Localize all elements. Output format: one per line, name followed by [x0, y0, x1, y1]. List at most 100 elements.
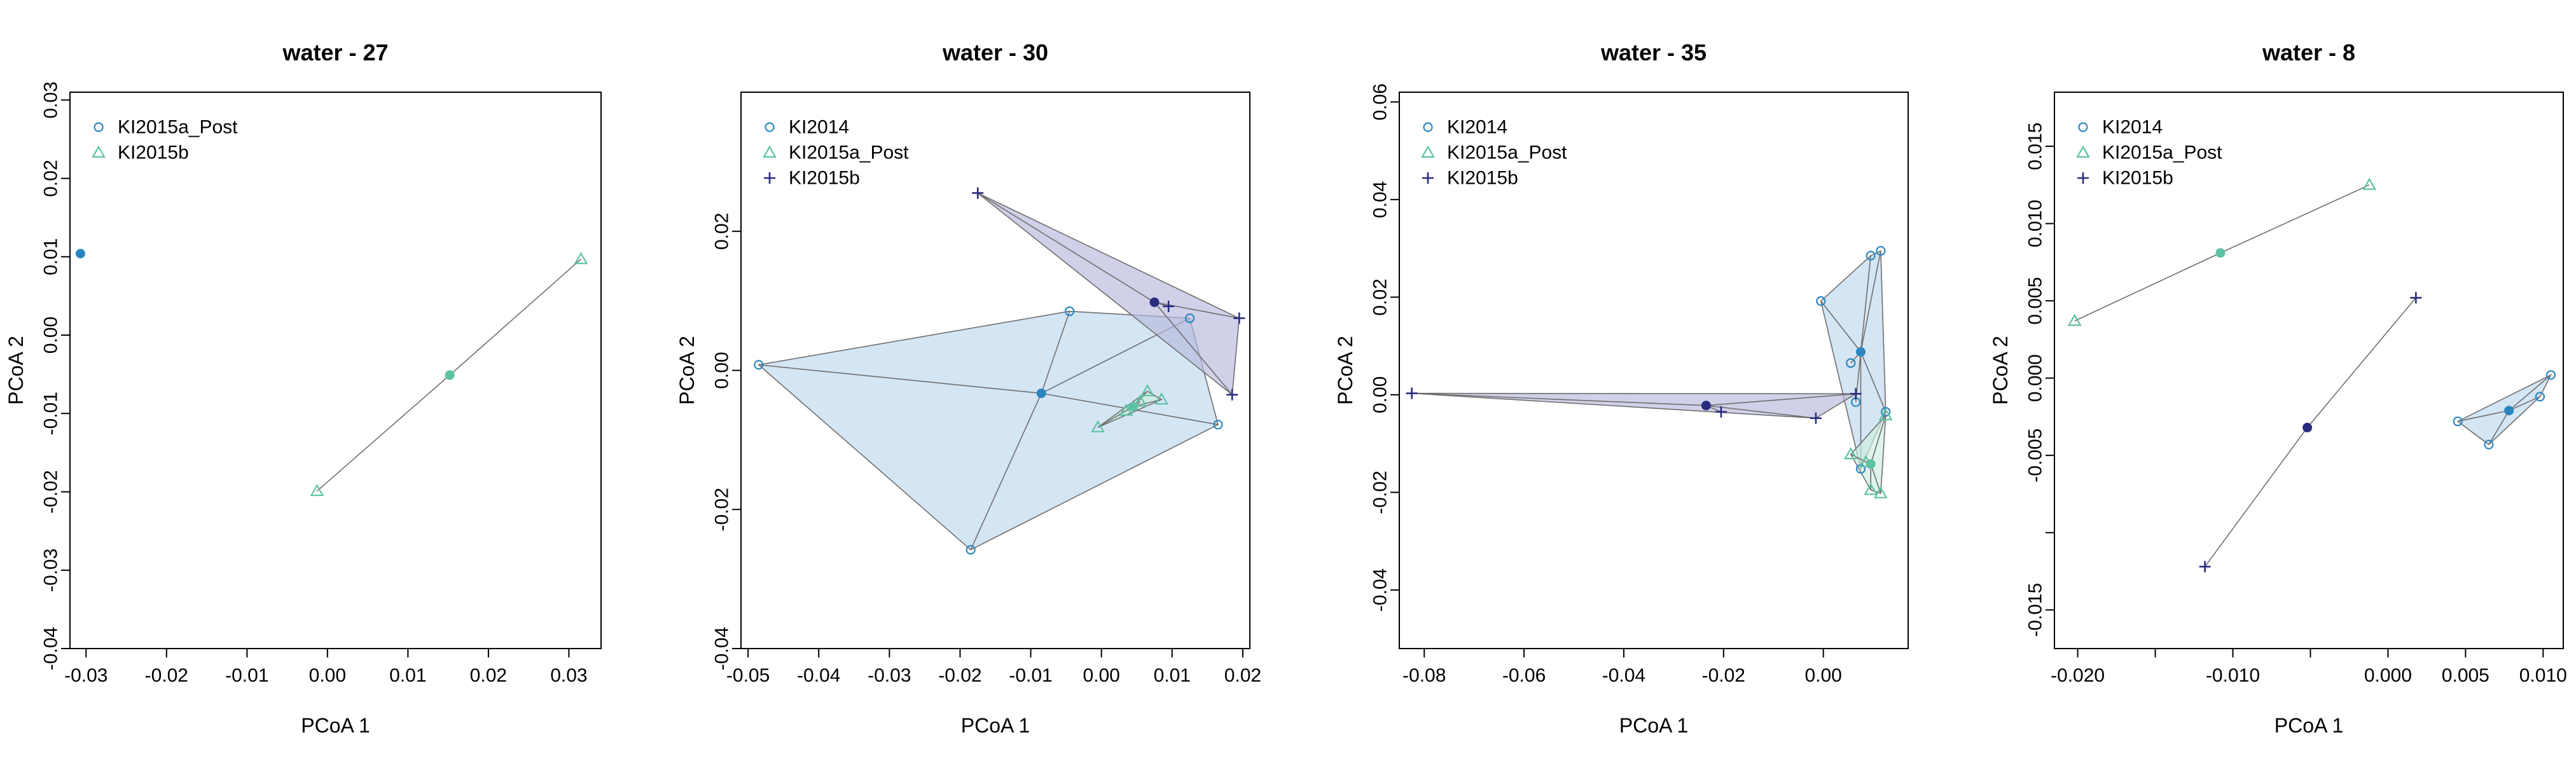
- data-point-KI2014: [2453, 416, 2463, 427]
- spoke-KI2015a_Post: [2074, 252, 2221, 322]
- y-axis-label: PCoA 2: [675, 336, 698, 405]
- legend: KI2015a_Post KI2015b: [92, 117, 238, 163]
- x-tick-label: -0.020: [2051, 665, 2105, 686]
- legend-label: KI2014: [1447, 117, 1507, 138]
- data-point-KI2015b: [574, 252, 588, 265]
- legend-label: KI2014: [2102, 117, 2163, 138]
- y-tick-label: -0.02: [41, 470, 62, 513]
- spoke-KI2015a_Post: [2220, 184, 2370, 254]
- y-tick-label: 0.06: [1370, 83, 1391, 120]
- data-point-KI2015b: [1163, 300, 1175, 312]
- x-tick-label: 0.00: [1083, 665, 1119, 686]
- legend-marker-KI2014: [1423, 122, 1433, 132]
- spoke-KI2014: [2488, 410, 2510, 445]
- y-tick-label: 0.01: [41, 238, 62, 275]
- hull-KI2014: [757, 310, 1219, 551]
- y-tick-label: 0.010: [2025, 200, 2046, 247]
- data-point-KI2015b: [1406, 387, 1418, 399]
- chart-title: water - 35: [1600, 39, 1707, 65]
- spoke-KI2015b: [977, 192, 1155, 303]
- y-tick-label: 0.005: [2025, 277, 2046, 325]
- chart-title: water - 27: [282, 39, 388, 65]
- centroid-KI2014: [1855, 347, 1866, 357]
- x-tick-label: -0.02: [145, 665, 188, 686]
- x-tick-label: 0.010: [2519, 665, 2567, 686]
- y-tick-label: -0.02: [1370, 471, 1391, 514]
- legend-marker-KI2015a_Post: [93, 122, 104, 132]
- x-axis-label: PCoA 1: [2275, 714, 2344, 737]
- legend-label: KI2015a_Post: [789, 142, 909, 163]
- x-tick-label: -0.03: [868, 665, 911, 686]
- centroid-KI2015a_Post: [2215, 248, 2226, 258]
- spoke-KI2015b: [1154, 301, 1233, 395]
- spoke-KI2014: [2457, 409, 2509, 422]
- y-tick-label: 0.03: [41, 81, 62, 118]
- centroid-KI2015b: [1701, 401, 1711, 411]
- hull-KI2015b: [977, 192, 1240, 396]
- x-tick-label: 0.03: [550, 665, 587, 686]
- y-tick-label: -0.01: [41, 392, 62, 435]
- y-tick-label: -0.04: [712, 627, 733, 670]
- data-point-KI2015b: [2199, 561, 2211, 573]
- legend-label: KI2014: [789, 117, 849, 138]
- legend-marker-KI2015b: [1422, 172, 1434, 184]
- centroid-KI2015b: [445, 370, 455, 380]
- data-point-KI2015a_Post: [2067, 313, 2082, 326]
- data-point-KI2015a_Post: [1154, 392, 1169, 405]
- data-point-KI2014: [2545, 370, 2556, 380]
- centroid-KI2015a_Post: [1128, 401, 1139, 411]
- x-axis-label: PCoA 1: [1619, 714, 1689, 737]
- centroid-KI2015a_Post: [1866, 459, 1876, 469]
- y-tick-label: -0.015: [2025, 583, 2046, 637]
- data-point-KI2014: [1816, 296, 1826, 306]
- legend-label: KI2015a_Post: [1447, 142, 1567, 163]
- plot-frame: [2054, 92, 2564, 649]
- x-tick-label: 0.00: [309, 665, 346, 686]
- data-point-KI2014: [1881, 407, 1891, 417]
- legend-marker-KI2014: [765, 122, 775, 132]
- spoke-KI2014: [2509, 396, 2540, 411]
- x-tick-label: -0.010: [2206, 665, 2260, 686]
- y-tick-label: 0.015: [2025, 123, 2046, 170]
- plot-frame: [69, 92, 602, 649]
- spoke-KI2014: [758, 364, 1042, 394]
- legend-label: KI2015b: [118, 142, 189, 163]
- x-tick-label: 0.02: [1224, 665, 1261, 686]
- data-point-KI2015a_Post: [1878, 408, 1893, 420]
- x-tick-label: -0.04: [797, 665, 840, 686]
- x-tick-label: -0.01: [1009, 665, 1052, 686]
- data-point-KI2014: [1866, 251, 1876, 261]
- y-tick-label: 0.04: [1370, 181, 1391, 218]
- y-tick-label: -0.02: [712, 488, 733, 531]
- x-axis-label: PCoA 1: [961, 714, 1030, 737]
- x-tick-label: 0.005: [2442, 665, 2489, 686]
- data-point-KI2015b: [1810, 412, 1822, 424]
- spoke-KI2014: [1860, 352, 1887, 413]
- data-point-KI2015b: [1226, 388, 1238, 401]
- x-tick-label: -0.02: [938, 665, 981, 686]
- data-point-KI2015a_Post: [1864, 483, 1878, 495]
- spoke-KI2015b: [1411, 392, 1707, 406]
- data-point-KI2015a_Post: [1133, 394, 1147, 407]
- spoke-KI2015b: [316, 375, 450, 491]
- data-point-KI2015a_Post: [1843, 447, 1858, 460]
- data-point-KI2015b: [310, 484, 324, 497]
- data-point-KI2015b: [972, 187, 984, 199]
- centroid-KI2014: [2504, 406, 2514, 416]
- data-point-KI2015a_Post: [2362, 177, 2377, 190]
- data-point-KI2014: [2535, 392, 2545, 402]
- spoke-KI2015a_Post: [1870, 464, 1881, 494]
- y-tick-label: 0.02: [712, 213, 733, 250]
- legend-marker-KI2015a_Post: [763, 145, 777, 158]
- x-tick-label: 0.000: [2364, 665, 2412, 686]
- y-tick-label: -0.04: [41, 627, 62, 670]
- y-axis-label: PCoA 2: [1334, 336, 1357, 405]
- data-point-KI2015b: [1850, 388, 1862, 400]
- spoke-KI2015b: [2204, 427, 2308, 567]
- spoke-KI2015b: [2306, 297, 2416, 428]
- y-axis-label: PCoA 2: [4, 336, 27, 405]
- x-tick-label: -0.04: [1602, 665, 1645, 686]
- legend: KI2014 KI2015a_Post KI2015b: [2076, 117, 2222, 189]
- x-tick-label: -0.06: [1502, 665, 1546, 686]
- x-tick-label: 0.00: [1804, 665, 1841, 686]
